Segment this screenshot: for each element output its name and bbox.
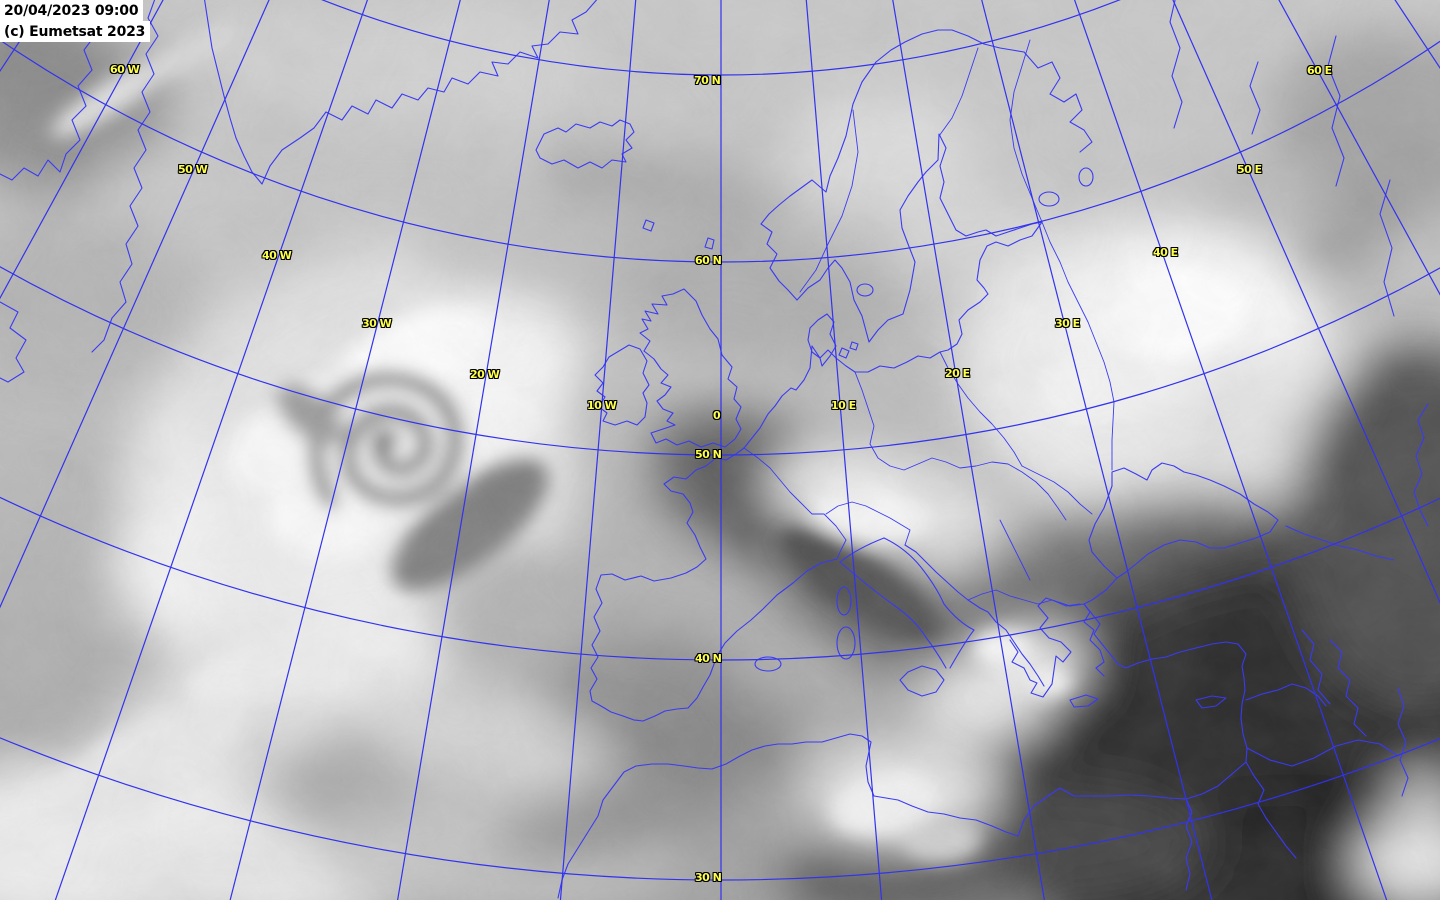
meridian-30W	[229, 0, 461, 900]
meridian-20W	[397, 0, 550, 900]
meridian-10W	[559, 0, 637, 900]
meridian-30E	[981, 0, 1213, 900]
copyright-label: (c) Eumetsat 2023	[0, 21, 151, 43]
meridian-70W	[0, 0, 48, 73]
meridian-60W	[0, 0, 164, 300]
parallel-40N	[0, 496, 1440, 661]
meridian-60E	[1278, 0, 1440, 296]
meridian-50E	[1172, 0, 1440, 604]
parallel-60N	[0, 38, 1440, 263]
parallel-50N	[0, 265, 1440, 456]
image-annotations: 20/04/2023 09:00 (c) Eumetsat 2023	[0, 0, 151, 43]
meridian-40E	[1073, 0, 1388, 900]
timestamp-label: 20/04/2023 09:00	[0, 0, 144, 22]
parallel-30N	[0, 736, 1440, 881]
meridian-70E	[1394, 0, 1440, 70]
meridian-50W	[0, 0, 270, 609]
meridian-20E	[892, 0, 1045, 900]
meridian-10E	[805, 0, 883, 900]
meridian-40W	[54, 0, 369, 900]
